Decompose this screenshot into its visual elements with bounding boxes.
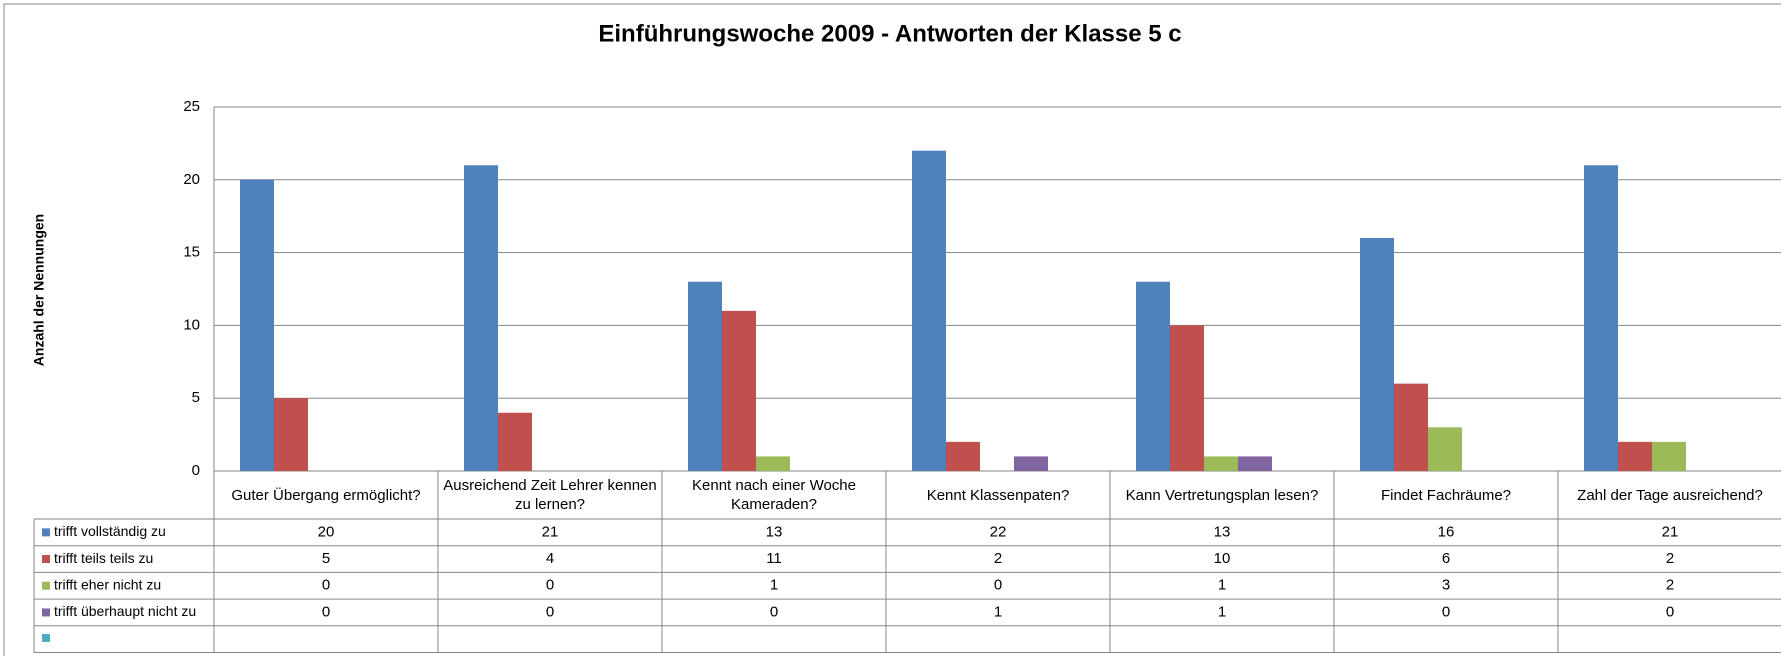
y-tick-label: 0: [192, 462, 200, 479]
legend-label: trifft vollständig zu: [54, 523, 166, 539]
table-value: 5: [322, 550, 330, 567]
legend-key: [42, 528, 50, 537]
table-value: 10: [1214, 550, 1231, 567]
bar: [498, 412, 532, 471]
table-value: 1: [770, 577, 778, 594]
x-tick-label: Zahl der Tage ausreichend?: [1577, 486, 1763, 504]
bar: [1136, 281, 1170, 471]
bar: [1170, 325, 1204, 471]
legend-label: trifft teils teils zu: [54, 550, 153, 566]
empty-legend-key: [42, 634, 50, 642]
x-tick-label: Kennt Klassenpaten?: [926, 486, 1070, 504]
y-tick-label: 20: [183, 171, 200, 188]
x-tick-label: Guter Übergang ermöglicht?: [231, 486, 421, 504]
table-value: 1: [1218, 603, 1226, 620]
table-value: 1: [1218, 577, 1226, 594]
x-tick-label-box: Guter Übergang ermöglicht?: [231, 486, 421, 504]
table-value: 4: [546, 550, 554, 567]
table-value: 6: [1442, 550, 1450, 567]
bar: [1014, 456, 1048, 471]
table-value: 0: [322, 577, 330, 594]
table-value: 13: [766, 523, 783, 540]
table-value: 21: [542, 523, 559, 540]
legend-key: [42, 581, 50, 590]
x-tick-label-box: Kann Vertretungsplan lesen?: [1125, 486, 1319, 504]
table-value: 1: [994, 603, 1002, 620]
bar: [688, 281, 722, 471]
bar: [756, 456, 790, 471]
bar: [1618, 441, 1652, 471]
bar: [1652, 441, 1686, 471]
y-tick-label: 15: [183, 244, 200, 261]
table-value: 0: [546, 577, 554, 594]
table-value: 0: [546, 603, 554, 620]
legend-label: trifft eher nicht zu: [54, 576, 161, 592]
table-value: 13: [1214, 523, 1231, 540]
table-value: 3: [1442, 577, 1450, 594]
table-value: 0: [770, 603, 778, 620]
table-value: 0: [1666, 603, 1674, 620]
legend-key: [42, 555, 50, 564]
x-tick-label-box: Kennt Klassenpaten?: [926, 486, 1070, 504]
chart-border: [3, 3, 1781, 656]
y-axis-label: Anzahl der Nennungen: [31, 214, 47, 366]
table-value: 0: [1442, 603, 1450, 620]
x-tick-label: Findet Fachräume?: [1380, 486, 1512, 504]
bar: [946, 441, 980, 471]
x-tick-label-box: Findet Fachräume?: [1380, 486, 1512, 504]
table-value: 20: [318, 523, 335, 540]
bar: [1428, 427, 1462, 471]
y-tick-label: 25: [183, 98, 200, 115]
table-value: 0: [322, 603, 330, 620]
bar: [464, 165, 498, 472]
bar: [1238, 456, 1272, 471]
y-tick-label: 10: [183, 316, 200, 333]
bar: [1394, 383, 1428, 471]
bar: [912, 150, 946, 471]
bar: [240, 179, 274, 472]
x-tick-label: Ausreichend Zeit Lehrer kennen zu lernen…: [443, 477, 657, 513]
bar: [1584, 165, 1618, 472]
x-tick-label-box: Kennt nach einer Woche Kameraden?: [692, 477, 856, 513]
x-tick-label: Kennt nach einer Woche Kameraden?: [692, 477, 856, 513]
x-tick-label: Kann Vertretungsplan lesen?: [1125, 486, 1319, 504]
x-tick-label-box: Zahl der Tage ausreichend?: [1577, 486, 1763, 504]
table-value: 0: [994, 577, 1002, 594]
table-value: 22: [990, 523, 1007, 540]
bar: [1360, 238, 1394, 471]
bar: [1204, 456, 1238, 471]
table-value: 16: [1438, 523, 1455, 540]
chart-title: Einführungswoche 2009 - Antworten der Kl…: [598, 20, 1181, 47]
bar: [274, 398, 308, 471]
table-value: 2: [1666, 577, 1674, 594]
table-value: 2: [994, 550, 1002, 567]
legend-key: [42, 608, 50, 617]
y-tick-label: 5: [192, 389, 200, 406]
legend-label: trifft überhaupt nicht zu: [54, 603, 196, 619]
table-value: 11: [766, 550, 782, 567]
bar: [722, 310, 756, 471]
x-tick-label-box: Ausreichend Zeit Lehrer kennen zu lernen…: [443, 477, 657, 513]
table-value: 2: [1666, 550, 1674, 567]
table-value: 21: [1662, 523, 1679, 540]
